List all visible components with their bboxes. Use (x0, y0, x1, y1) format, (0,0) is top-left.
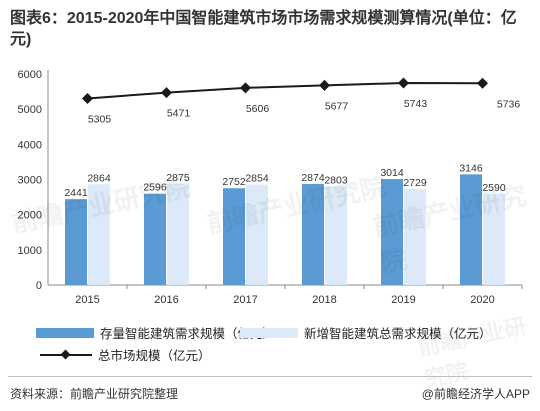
legend-label-new: 新增智能建筑总需求规模（亿元） (304, 327, 492, 341)
source-note: 资料来源：前瞻产业研究院整理 (10, 387, 179, 401)
bar-new (167, 183, 189, 285)
y-tick-label: 6000 (18, 69, 42, 81)
y-tick-label: 0 (36, 280, 42, 292)
y-tick-label: 1000 (18, 245, 42, 257)
bar-new-label: 2864 (87, 172, 111, 184)
x-tick-label: 2016 (154, 294, 178, 306)
bar-new (325, 186, 347, 285)
x-tick-label: 2015 (75, 294, 99, 306)
bar-new (483, 193, 505, 285)
x-tick-label: 2017 (233, 294, 257, 306)
bar-new (246, 184, 268, 285)
line-total (87, 82, 483, 100)
bar-stock-label: 3146 (459, 162, 483, 174)
bar-stock (223, 188, 245, 285)
bar-stock-label: 2596 (143, 182, 167, 194)
chart-title: 图表6：2015-2020年中国智能建筑市场市场需求规模测算情况(单位：亿元) (10, 10, 517, 48)
bar-stock (65, 199, 87, 285)
y-tick-label: 2000 (18, 210, 42, 222)
bar-new-label: 2875 (166, 172, 190, 184)
x-tick-label: 2020 (470, 294, 494, 306)
bar-stock (302, 183, 324, 285)
x-tick-label: 2019 (391, 294, 415, 306)
bar-new-label: 2590 (482, 182, 506, 194)
line-total-point (477, 77, 488, 89)
y-tick-label: 3000 (18, 175, 42, 187)
bar-stock (381, 179, 403, 285)
line-total-point (398, 77, 409, 89)
legend-swatch-stock (36, 327, 94, 338)
line-total-label: 5471 (167, 108, 191, 120)
line-total-label: 5743 (404, 98, 428, 110)
line-total-label: 5305 (88, 113, 112, 125)
line-total-label: 5606 (246, 103, 270, 115)
line-total-point (82, 92, 93, 104)
bar-stock (460, 174, 482, 285)
footer-divider (8, 376, 532, 377)
line-total-point (240, 82, 251, 94)
bar-stock (144, 193, 166, 285)
line-total-label: 5677 (325, 100, 349, 112)
bar-new-label: 2854 (245, 173, 269, 185)
bar-stock-label: 2752 (222, 176, 246, 188)
legend-line-total (40, 350, 92, 360)
bar-stock-label: 2441 (64, 187, 88, 199)
legend-label-total: 总市场规模（亿元） (98, 349, 211, 363)
line-total-label: 5736 (497, 98, 521, 110)
legend-item-new: 新增智能建筑总需求规模（亿元） (240, 323, 492, 342)
bar-stock-label: 3014 (380, 167, 404, 179)
line-total-point (161, 87, 172, 99)
legend-item-total: 总市场规模（亿元） (40, 345, 211, 364)
bar-new (88, 184, 110, 285)
y-tick-label: 5000 (18, 104, 42, 116)
brand-label: @前瞻经济学人APP (421, 387, 530, 401)
bar-new (404, 189, 426, 285)
bar-stock-label: 2874 (301, 172, 325, 184)
bar-new-label: 2803 (324, 174, 348, 186)
x-tick-label: 2018 (312, 294, 336, 306)
line-total-point (319, 79, 330, 91)
y-tick-label: 4000 (18, 139, 42, 151)
legend-item-stock: 存量智能建筑需求规模（亿元） (36, 323, 275, 342)
legend-swatch-new (240, 327, 298, 338)
legend-label-stock: 存量智能建筑需求规模（亿元） (100, 327, 276, 341)
bar-new-label: 2729 (403, 177, 427, 189)
